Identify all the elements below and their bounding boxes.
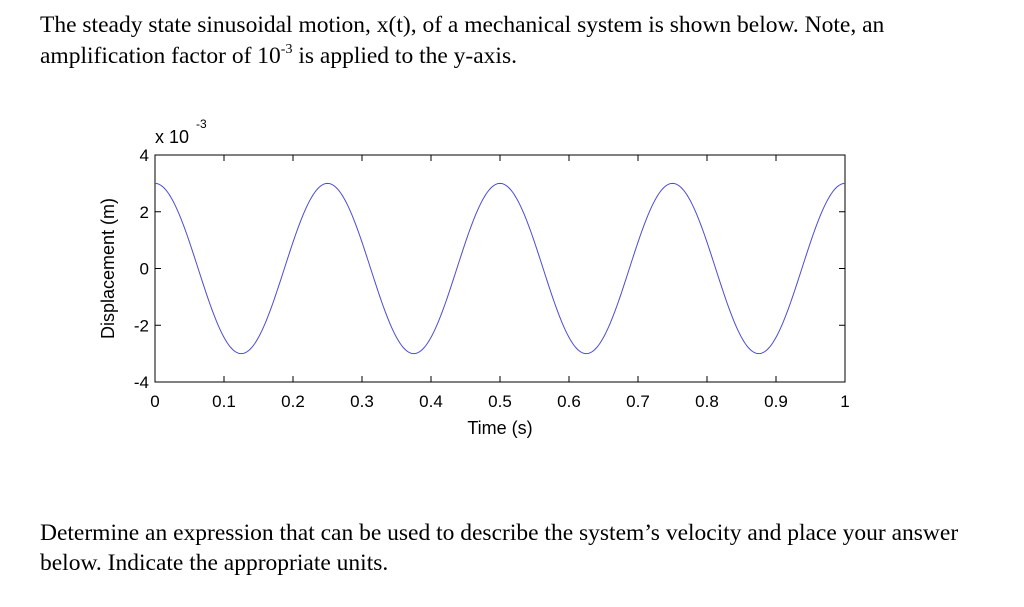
intro-text-part2: is applied to the y-axis. [292, 43, 517, 69]
x-tick-label: 0.7 [626, 392, 650, 411]
plot-layer: 0 0.1 0.2 0.3 0.4 0.5 0.6 0.7 0.8 0.9 1 4 2 0 -2 -4 Time… [98, 117, 850, 438]
x-tick-label: 0.5 [488, 392, 512, 411]
displacement-series-line [154, 182, 846, 355]
y-axis-label: Displacement (m) [98, 198, 118, 339]
y-multiplier-label: x 10 [155, 127, 189, 147]
x-tick-label: 1 [840, 392, 849, 411]
y-tick-label: -2 [134, 316, 149, 335]
x-tick-label: 0.3 [350, 392, 374, 411]
x-tick-label: 0.6 [557, 392, 581, 411]
question-text: Determine an expression that can be used… [40, 520, 959, 576]
y-multiplier-exponent: -3 [196, 117, 207, 131]
x-axis-label: Time (s) [467, 418, 532, 438]
x-tick-label: 0 [150, 392, 159, 411]
intro-exponent: -3 [280, 42, 293, 58]
x-tick-label: 0.1 [212, 392, 236, 411]
problem-intro: The steady state sinusoidal motion, x(t)… [40, 10, 1000, 72]
y-tick-label: 4 [140, 146, 149, 165]
y-tick-label: 2 [140, 203, 149, 222]
y-tick-label: 0 [140, 260, 149, 279]
y-tick-label: -4 [134, 373, 149, 392]
x-tick-label: 0.9 [764, 392, 788, 411]
x-tick-label: 0.2 [281, 392, 305, 411]
x-tick-label: 0.8 [695, 392, 719, 411]
x-tick-label: 0.4 [419, 392, 443, 411]
intro-text-part1: The steady state sinusoidal motion, x(t)… [40, 12, 885, 69]
plot-frame [154, 154, 846, 383]
